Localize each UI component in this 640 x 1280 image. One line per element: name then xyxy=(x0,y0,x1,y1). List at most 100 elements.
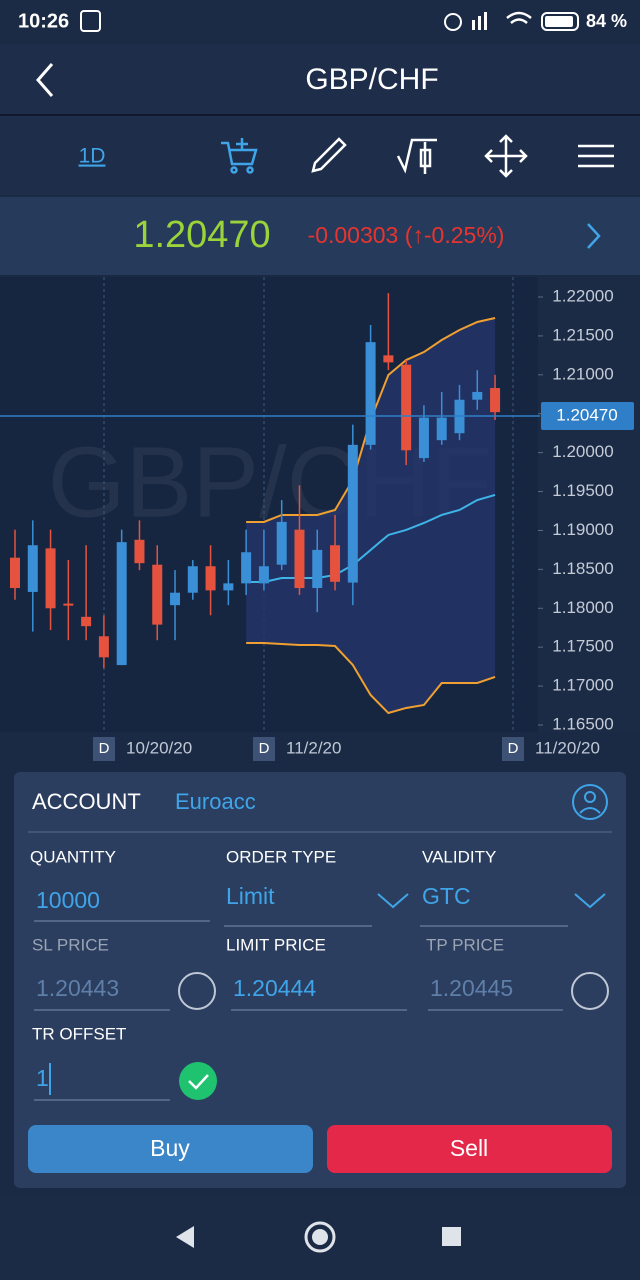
candle-body xyxy=(294,529,305,589)
candle-body xyxy=(116,542,127,666)
date-flag xyxy=(253,737,275,761)
quote-price: 1.20470 xyxy=(133,214,270,256)
battery-icon xyxy=(541,12,579,31)
field-label: ORDER TYPE xyxy=(226,847,336,866)
candle-body xyxy=(223,583,234,591)
field-value: 1.20444 xyxy=(233,975,316,1001)
y-tick-label: 1.18000 xyxy=(552,598,613,617)
date-flag-text: D xyxy=(259,740,270,757)
y-tick-label: 1.20000 xyxy=(552,442,613,461)
tr-check[interactable] xyxy=(179,1062,217,1100)
toolbar xyxy=(0,116,640,195)
check-mark xyxy=(188,1074,209,1090)
field-label: QUANTITY xyxy=(30,847,116,866)
signal-icon xyxy=(472,20,475,30)
y-tick-label: 1.17000 xyxy=(552,676,613,695)
date-flag-text: D xyxy=(99,740,110,757)
order-panel xyxy=(14,772,626,1188)
date-flag xyxy=(502,737,524,761)
field-label: TR OFFSET xyxy=(32,1024,126,1043)
candle-body xyxy=(45,548,56,609)
field-value: 1.20443 xyxy=(36,975,119,1001)
status-icon xyxy=(80,10,101,32)
x-tick-label: 11/2/20 xyxy=(286,738,341,757)
y-tick-label: 1.19500 xyxy=(552,481,613,500)
indicator-icon[interactable] xyxy=(396,138,437,174)
candle-body xyxy=(241,552,252,584)
validity-dropdown[interactable] xyxy=(574,893,606,909)
field-value: Limit xyxy=(226,883,275,909)
nav-home[interactable] xyxy=(304,1221,336,1253)
sl-toggle[interactable] xyxy=(178,972,216,1010)
y-tick-label: 1.18500 xyxy=(552,559,613,578)
buy-label: Buy xyxy=(150,1135,190,1161)
candle-body xyxy=(63,603,74,606)
field-value: 1.20445 xyxy=(430,975,513,1001)
candle-body xyxy=(134,539,145,564)
battery-text: 84 % xyxy=(586,11,627,31)
field-label: TP PRICE xyxy=(426,935,504,954)
field-label: VALIDITY xyxy=(422,847,496,866)
field-value: 10000 xyxy=(36,887,100,913)
signal-icon xyxy=(478,16,481,30)
nav-home-dot xyxy=(312,1229,328,1245)
nav-recents[interactable] xyxy=(442,1227,461,1246)
candle-body xyxy=(436,417,447,441)
header-title: GBP/CHF xyxy=(305,63,438,96)
wifi-icon xyxy=(506,11,532,24)
candle-body xyxy=(170,592,181,606)
candle-body xyxy=(472,391,483,400)
status-time: 10:26 xyxy=(18,10,69,32)
buy-button[interactable] xyxy=(28,1125,313,1173)
last-price-box xyxy=(541,402,634,431)
quote-change: -0.00303 (↑-0.25%) xyxy=(308,222,505,248)
account-name[interactable]: Euroacc xyxy=(175,789,256,814)
candle-body xyxy=(152,564,163,625)
y-tick-label: 1.21500 xyxy=(552,325,613,344)
candle-body xyxy=(401,364,412,451)
order-type-dropdown[interactable] xyxy=(377,893,409,909)
date-flag xyxy=(93,737,115,761)
date-flag-text: D xyxy=(508,740,519,757)
candle-body xyxy=(27,545,38,592)
x-tick-label: 10/20/20 xyxy=(126,738,192,757)
menu-icon[interactable] xyxy=(578,144,614,168)
back-button[interactable] xyxy=(36,63,54,97)
candle-body xyxy=(10,557,20,589)
draw-icon[interactable] xyxy=(311,137,347,173)
signal-icon xyxy=(484,12,487,30)
candle-body xyxy=(81,616,92,627)
y-tick-label: 1.22000 xyxy=(552,286,613,305)
band-lower xyxy=(246,641,496,715)
timeframe-button[interactable]: 1D xyxy=(79,145,106,168)
y-axis-area xyxy=(538,277,640,732)
y-tick-label: 1.17500 xyxy=(552,637,613,656)
nav-back[interactable] xyxy=(176,1226,194,1248)
account-label: ACCOUNT xyxy=(32,789,141,814)
candle-body xyxy=(205,566,216,591)
tp-toggle[interactable] xyxy=(571,972,609,1010)
field-value: GTC xyxy=(422,883,471,909)
alarm-icon xyxy=(444,13,462,31)
y-tick-label: 1.19000 xyxy=(552,520,613,539)
y-tick-label: 1.16500 xyxy=(552,714,613,733)
candle-body xyxy=(276,521,287,565)
candle-body xyxy=(383,355,394,363)
field-value: 1 xyxy=(36,1065,49,1091)
next-button[interactable] xyxy=(587,223,601,249)
field-label: SL PRICE xyxy=(32,935,109,954)
battery-level xyxy=(545,16,573,27)
candle-body xyxy=(347,444,358,583)
move-icon[interactable] xyxy=(484,134,528,178)
quote-bar xyxy=(0,197,640,275)
candle-body xyxy=(330,545,341,582)
last-price-label: 1.20470 xyxy=(556,406,617,425)
sell-button[interactable] xyxy=(327,1125,612,1173)
account-icon[interactable] xyxy=(572,784,608,820)
status-bar xyxy=(0,0,640,44)
band-middle xyxy=(246,494,496,583)
candle-body xyxy=(258,566,269,584)
add-cart-icon[interactable] xyxy=(221,138,258,174)
